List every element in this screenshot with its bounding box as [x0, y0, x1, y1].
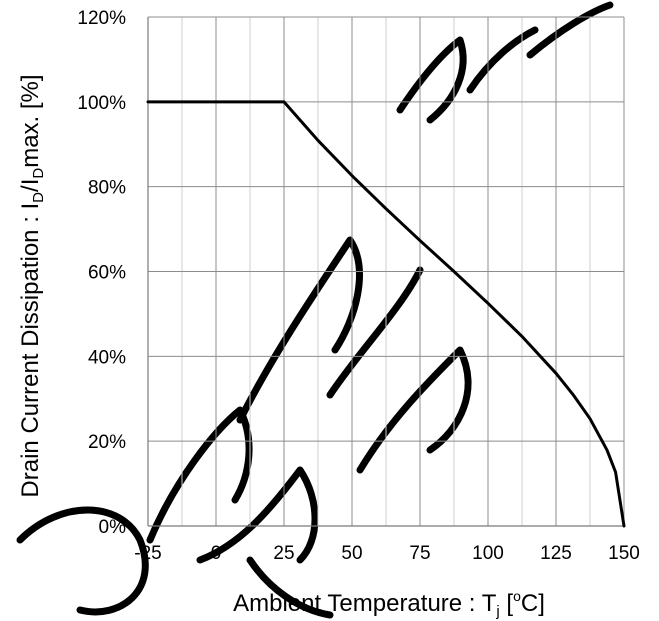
x-tick-labels: -25 0 25 50 75 100 125 150 — [134, 543, 640, 564]
y-axis-title: Drain Current Dissipation : ID/IDmax. [%… — [17, 74, 47, 497]
y-tick-label: 120% — [77, 8, 126, 29]
grid-lines — [147, 16, 625, 527]
series-layer — [146, 100, 626, 528]
y-tick-label: 80% — [88, 178, 126, 199]
series-line — [146, 100, 626, 528]
watermark-outline — [16, 1, 614, 619]
x-tick-label: 50 — [341, 543, 362, 564]
x-tick-label: -25 — [134, 543, 161, 564]
y-tick-label: 40% — [88, 347, 126, 368]
x-tick-label: 125 — [540, 543, 572, 564]
y-tick-label: 20% — [88, 432, 126, 453]
x-tick-label: 0 — [211, 543, 222, 564]
x-tick-label: 100 — [472, 543, 504, 564]
x-axis-title: Ambient Temperature : Tj [oC] — [233, 588, 545, 620]
x-tick-label: 75 — [409, 543, 430, 564]
y-tick-labels: 0% 20% 40% 60% 80% 100% 120% — [77, 8, 126, 538]
y-tick-label: 0% — [99, 517, 127, 538]
x-tick-label: 150 — [608, 543, 640, 564]
x-tick-label: 25 — [273, 543, 294, 564]
y-tick-label: 60% — [88, 263, 126, 284]
y-tick-label: 100% — [77, 93, 126, 114]
